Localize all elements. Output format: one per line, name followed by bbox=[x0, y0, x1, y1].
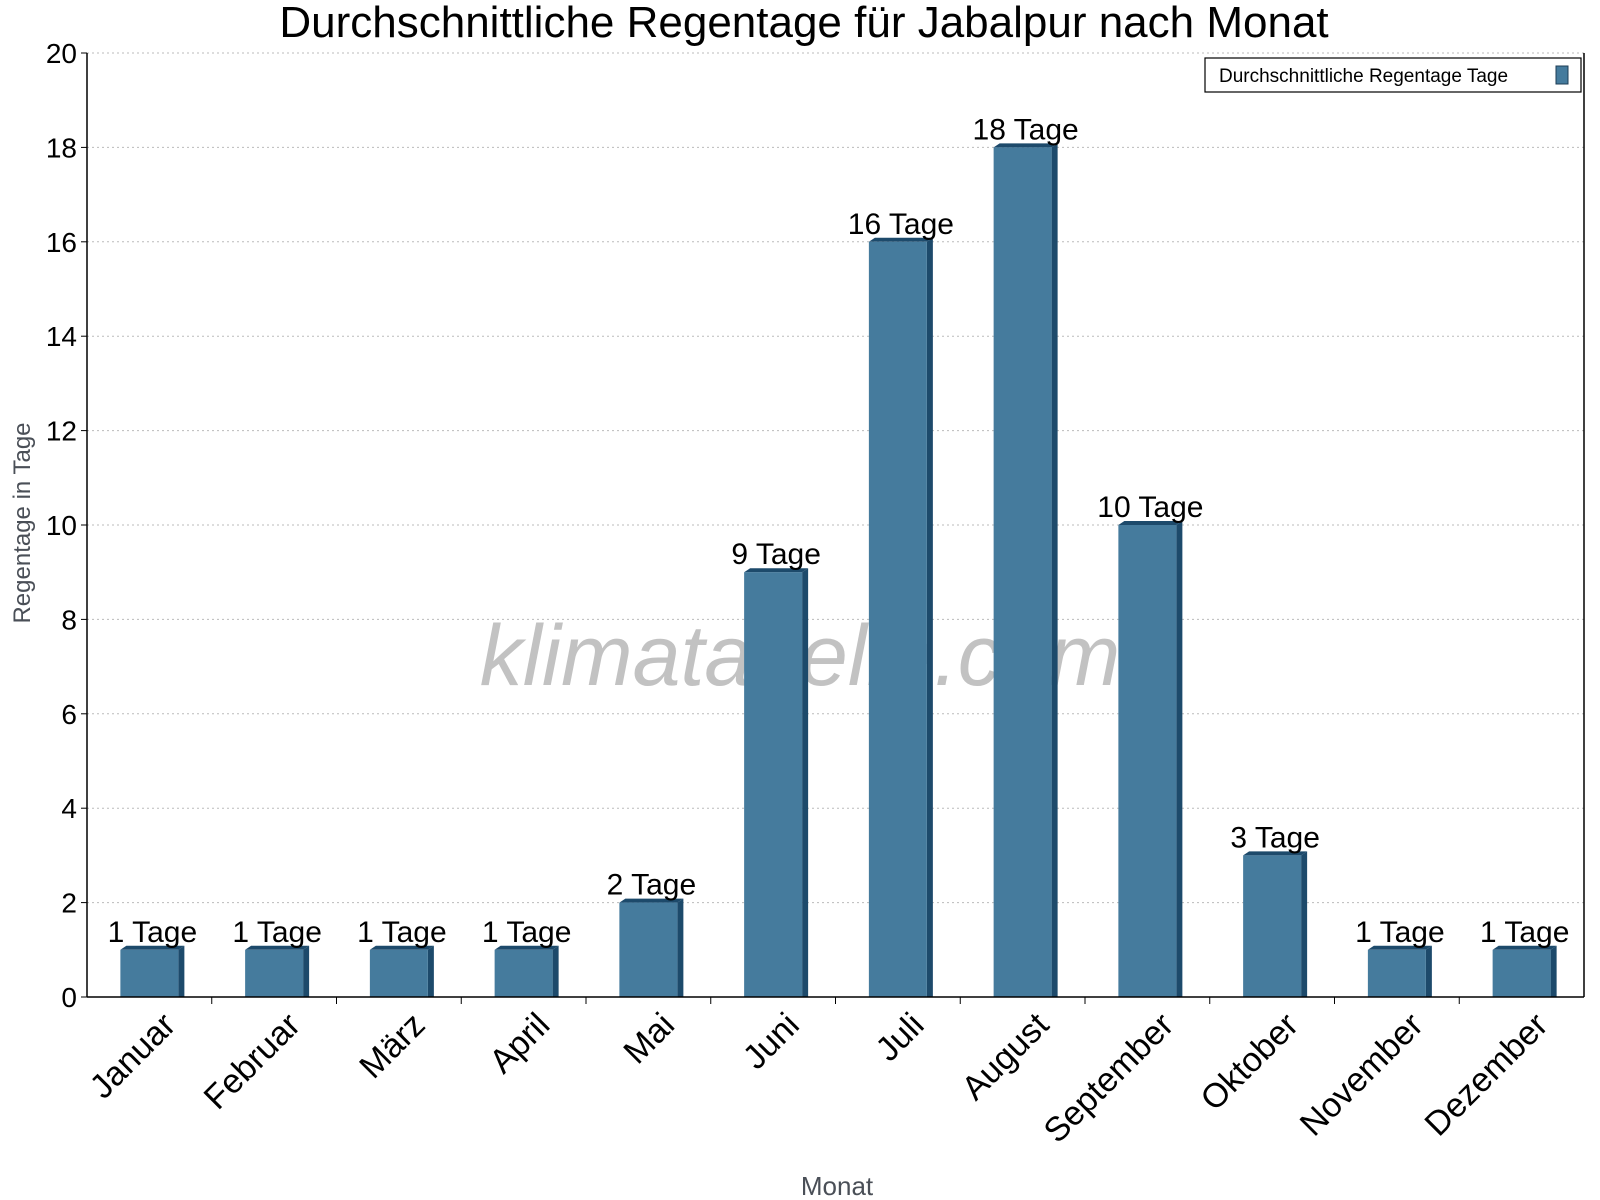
y-tick-label: 4 bbox=[61, 793, 77, 824]
bar-side bbox=[178, 945, 185, 997]
y-tick-label: 0 bbox=[61, 982, 77, 1013]
data-label: 1 Tage bbox=[357, 916, 447, 949]
x-tick-label: November bbox=[1293, 1006, 1431, 1144]
data-label: 2 Tage bbox=[607, 869, 697, 902]
bar-group: 3 Tage bbox=[1230, 821, 1320, 997]
data-label: 18 Tage bbox=[973, 113, 1079, 146]
legend-box bbox=[1204, 57, 1582, 93]
bar bbox=[369, 949, 428, 997]
bar-top bbox=[868, 237, 933, 242]
data-label: 1 Tage bbox=[232, 916, 322, 949]
bar-side bbox=[303, 945, 310, 997]
bar bbox=[1243, 855, 1302, 997]
bar-group: 1 Tage bbox=[482, 916, 572, 997]
bar-side bbox=[552, 945, 559, 997]
bar-group: 16 Tage bbox=[848, 208, 954, 998]
x-tick-label: April bbox=[482, 1006, 557, 1081]
x-axis-label: Monat bbox=[801, 1171, 874, 1200]
bar bbox=[494, 949, 553, 997]
bar-top bbox=[494, 945, 559, 950]
bar-side bbox=[1176, 521, 1183, 997]
bar-side bbox=[1051, 143, 1058, 997]
bar-top bbox=[993, 143, 1058, 148]
bar-side bbox=[427, 945, 434, 997]
y-tick-label: 20 bbox=[46, 38, 77, 69]
bar bbox=[1367, 949, 1426, 997]
data-label: 9 Tage bbox=[731, 538, 821, 571]
bar-group: 2 Tage bbox=[607, 869, 697, 997]
data-label: 1 Tage bbox=[1480, 916, 1570, 949]
data-label: 1 Tage bbox=[1355, 916, 1445, 949]
bar-group: 1 Tage bbox=[108, 916, 198, 997]
y-tick-label: 12 bbox=[46, 416, 77, 447]
bar-top bbox=[1367, 945, 1432, 950]
y-axis-label: Regentage in Tage bbox=[9, 422, 36, 623]
bar-side bbox=[926, 237, 933, 998]
bar-side bbox=[1425, 945, 1432, 997]
y-tick-label: 2 bbox=[61, 888, 77, 919]
y-tick-label: 16 bbox=[46, 227, 77, 258]
x-tick-label: Oktober bbox=[1193, 1006, 1305, 1118]
bar-top bbox=[619, 898, 684, 903]
bar bbox=[744, 572, 803, 997]
data-label: 3 Tage bbox=[1230, 821, 1320, 854]
bar bbox=[993, 147, 1052, 997]
x-tick-label: August bbox=[955, 1005, 1057, 1107]
bar-top bbox=[1243, 851, 1308, 856]
x-tick-label: Juli bbox=[869, 1006, 932, 1069]
bar-side bbox=[1550, 945, 1557, 997]
bar bbox=[1492, 949, 1551, 997]
bar-top bbox=[1492, 945, 1557, 950]
data-label: 1 Tage bbox=[108, 916, 198, 949]
y-tick-label: 18 bbox=[46, 132, 77, 163]
x-tick-label: März bbox=[352, 1006, 432, 1086]
x-tick-label: Februar bbox=[197, 1006, 308, 1117]
x-tick-label: Januar bbox=[83, 1006, 183, 1106]
legend-label: Durchschnittliche Regentage Tage bbox=[1219, 66, 1508, 87]
bar bbox=[245, 949, 304, 997]
data-label: 10 Tage bbox=[1097, 491, 1203, 524]
legend: Durchschnittliche Regentage Tage bbox=[1204, 57, 1582, 93]
bar-side bbox=[802, 568, 809, 997]
x-tick-label: Mai bbox=[616, 1006, 682, 1072]
bar-group: 1 Tage bbox=[357, 916, 447, 997]
bar-top bbox=[120, 945, 185, 950]
x-tick-label: Juni bbox=[736, 1006, 807, 1077]
bar-side bbox=[677, 898, 684, 997]
bar bbox=[120, 949, 179, 997]
bar-group: 9 Tage bbox=[731, 538, 821, 997]
bar-group: 1 Tage bbox=[1355, 916, 1445, 997]
y-tick-label: 6 bbox=[61, 699, 77, 730]
bar-group: 18 Tage bbox=[973, 113, 1079, 997]
bar-group: 1 Tage bbox=[232, 916, 322, 997]
bar-top bbox=[744, 568, 809, 573]
bar-top bbox=[1118, 521, 1183, 525]
data-label: 16 Tage bbox=[848, 208, 954, 241]
bar bbox=[1118, 525, 1177, 997]
y-tick-label: 14 bbox=[46, 321, 77, 352]
bar-group: 1 Tage bbox=[1480, 916, 1570, 997]
bar bbox=[868, 241, 927, 998]
bar-top bbox=[369, 945, 434, 950]
bar-group: 10 Tage bbox=[1097, 491, 1203, 997]
bar-side bbox=[1301, 851, 1308, 997]
bar-top bbox=[245, 945, 310, 950]
chart-title: Durchschnittliche Regentage für Jabalpur… bbox=[279, 0, 1328, 47]
y-tick-label: 8 bbox=[61, 604, 77, 635]
x-tick-label: September bbox=[1037, 1006, 1181, 1150]
bar bbox=[619, 902, 678, 997]
data-label: 1 Tage bbox=[482, 916, 572, 949]
x-tick-label: Dezember bbox=[1418, 1006, 1556, 1144]
legend-swatch bbox=[1555, 65, 1569, 85]
y-tick-label: 10 bbox=[46, 510, 77, 541]
